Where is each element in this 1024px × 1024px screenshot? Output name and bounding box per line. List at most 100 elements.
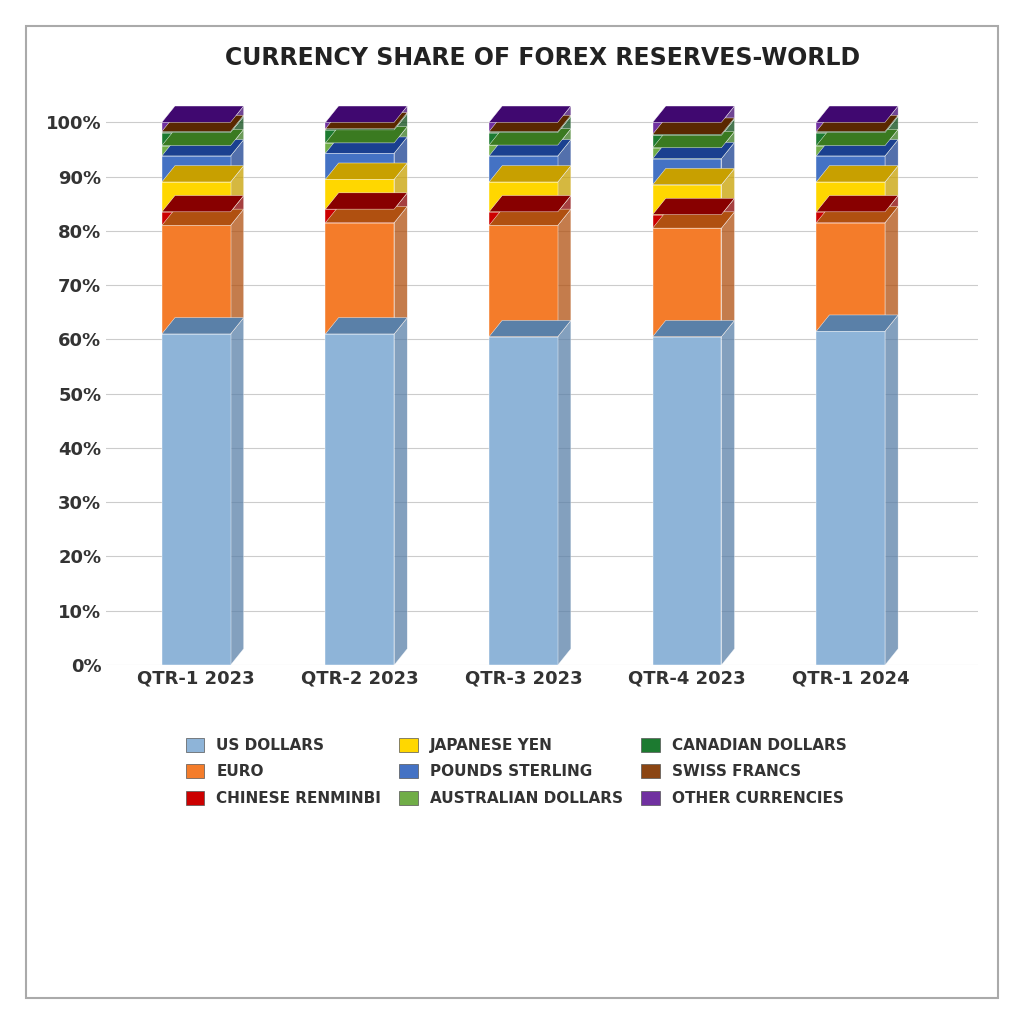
Polygon shape	[558, 106, 570, 131]
Polygon shape	[489, 209, 570, 225]
Polygon shape	[885, 196, 898, 222]
Polygon shape	[816, 139, 898, 156]
Polygon shape	[885, 166, 898, 212]
Polygon shape	[558, 196, 570, 225]
Polygon shape	[885, 116, 898, 132]
Polygon shape	[816, 315, 898, 331]
Polygon shape	[721, 321, 734, 665]
Polygon shape	[326, 130, 394, 143]
Polygon shape	[489, 166, 570, 182]
Polygon shape	[816, 117, 898, 132]
Polygon shape	[885, 117, 898, 145]
Polygon shape	[326, 114, 408, 130]
Polygon shape	[558, 129, 570, 156]
Polygon shape	[162, 145, 230, 156]
Polygon shape	[652, 122, 721, 134]
Polygon shape	[162, 106, 244, 122]
Polygon shape	[816, 116, 898, 131]
Polygon shape	[489, 212, 558, 225]
Polygon shape	[489, 129, 570, 145]
Polygon shape	[721, 142, 734, 184]
Polygon shape	[721, 131, 734, 159]
Polygon shape	[652, 142, 734, 159]
Polygon shape	[394, 137, 408, 179]
Polygon shape	[230, 139, 244, 182]
Polygon shape	[816, 106, 898, 122]
Polygon shape	[230, 129, 244, 156]
Polygon shape	[558, 166, 570, 212]
Polygon shape	[558, 117, 570, 145]
Polygon shape	[326, 163, 408, 179]
Polygon shape	[326, 127, 408, 143]
Polygon shape	[394, 193, 408, 222]
Polygon shape	[489, 117, 570, 132]
Polygon shape	[326, 179, 394, 209]
Polygon shape	[721, 212, 734, 337]
Polygon shape	[326, 154, 394, 179]
Polygon shape	[885, 106, 898, 131]
Polygon shape	[816, 182, 885, 212]
Polygon shape	[816, 212, 885, 222]
Polygon shape	[721, 168, 734, 215]
Polygon shape	[652, 321, 734, 337]
Polygon shape	[162, 225, 230, 334]
Polygon shape	[489, 122, 558, 131]
Polygon shape	[652, 147, 721, 159]
Polygon shape	[326, 129, 394, 130]
Polygon shape	[489, 145, 558, 156]
Polygon shape	[230, 106, 244, 131]
Polygon shape	[489, 116, 570, 131]
Polygon shape	[162, 139, 244, 156]
Polygon shape	[326, 106, 408, 122]
Polygon shape	[816, 196, 898, 212]
Polygon shape	[162, 334, 230, 665]
Polygon shape	[394, 106, 408, 129]
Polygon shape	[489, 182, 558, 212]
Polygon shape	[652, 337, 721, 665]
Polygon shape	[816, 207, 898, 222]
Polygon shape	[394, 114, 408, 143]
Polygon shape	[162, 317, 244, 334]
Polygon shape	[652, 215, 721, 228]
Polygon shape	[816, 156, 885, 182]
Polygon shape	[652, 228, 721, 337]
Polygon shape	[162, 182, 230, 212]
Polygon shape	[816, 331, 885, 665]
Polygon shape	[652, 159, 721, 184]
Polygon shape	[162, 116, 244, 131]
Polygon shape	[558, 321, 570, 665]
Polygon shape	[885, 129, 898, 156]
Polygon shape	[489, 156, 558, 182]
Polygon shape	[162, 196, 244, 212]
Polygon shape	[162, 129, 244, 145]
Polygon shape	[816, 122, 885, 131]
Polygon shape	[885, 207, 898, 331]
Polygon shape	[326, 222, 394, 334]
Legend: US DOLLARS, EURO, CHINESE RENMINBI, JAPANESE YEN, POUNDS STERLING, AUSTRALIAN DO: US DOLLARS, EURO, CHINESE RENMINBI, JAPA…	[178, 730, 854, 814]
Polygon shape	[558, 139, 570, 182]
Polygon shape	[489, 131, 558, 132]
Polygon shape	[489, 132, 558, 145]
Polygon shape	[162, 209, 244, 225]
Polygon shape	[652, 212, 734, 228]
Polygon shape	[162, 212, 230, 225]
Polygon shape	[394, 113, 408, 130]
Polygon shape	[162, 117, 244, 132]
Polygon shape	[652, 131, 734, 147]
Polygon shape	[652, 118, 734, 134]
Polygon shape	[326, 143, 394, 154]
Polygon shape	[230, 196, 244, 225]
Polygon shape	[230, 116, 244, 132]
Polygon shape	[162, 156, 230, 182]
Polygon shape	[394, 207, 408, 334]
Polygon shape	[652, 119, 734, 135]
Polygon shape	[326, 113, 408, 129]
Polygon shape	[816, 166, 898, 182]
Polygon shape	[816, 131, 885, 132]
Polygon shape	[885, 139, 898, 182]
Polygon shape	[326, 122, 394, 129]
Polygon shape	[326, 317, 408, 334]
Polygon shape	[162, 122, 230, 131]
Polygon shape	[489, 106, 570, 122]
Polygon shape	[326, 137, 408, 154]
